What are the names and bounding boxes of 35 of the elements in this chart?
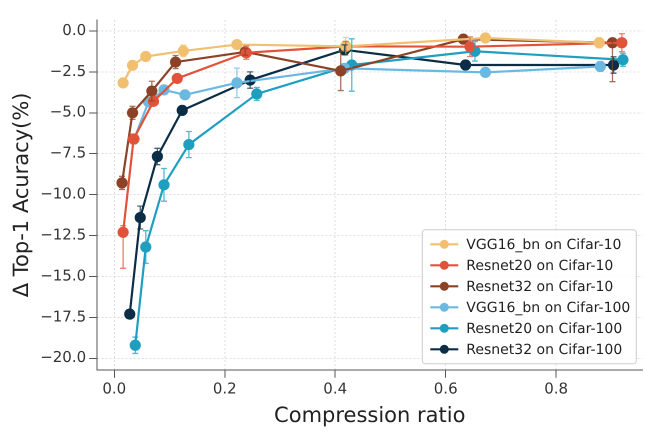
legend-label: VGG16_bn on Cifar-10 xyxy=(466,236,622,253)
point xyxy=(124,308,136,320)
x-tick-label: 0.4 xyxy=(323,380,348,398)
x-axis-title: Compression ratio xyxy=(274,402,466,427)
y-tick-label: −20.0 xyxy=(40,348,86,366)
x-tick-label: 0.6 xyxy=(434,380,458,398)
legend-label: Resnet20 on Cifar-10 xyxy=(466,258,614,274)
y-tick-label: −15.0 xyxy=(40,266,86,284)
point xyxy=(176,104,188,116)
point xyxy=(231,38,242,50)
y-tick-label: −2.5 xyxy=(50,62,86,80)
y-tick-label: −12.5 xyxy=(40,225,86,244)
x-tick-label: 0.2 xyxy=(212,380,237,398)
legend-label: Resnet20 on Cifar-100 xyxy=(466,320,622,337)
point xyxy=(460,59,472,71)
y-axis-title: Δ Top-1 Acuracy(%) xyxy=(9,92,34,298)
legend-label: Resnet32 on Cifar-10 xyxy=(466,278,614,295)
point xyxy=(118,77,129,88)
y-tick-label: −7.5 xyxy=(50,144,86,162)
x-tick-label: 0.8 xyxy=(544,380,568,398)
x-tick-label: 0.0 xyxy=(102,380,126,398)
point xyxy=(480,66,492,78)
point xyxy=(140,50,152,62)
point xyxy=(231,77,242,88)
point xyxy=(480,32,492,44)
legend-label: Resnet32 on Cifar-100 xyxy=(466,342,622,358)
y-tick-label: −10.0 xyxy=(40,184,86,203)
y-tick-label: −17.5 xyxy=(40,307,86,326)
y-tick-label: 0.0 xyxy=(62,20,86,39)
y-tick-label: −5.0 xyxy=(50,102,86,121)
point xyxy=(179,89,191,100)
point xyxy=(172,72,183,84)
legend-label: VGG16_bn on Cifar-100 xyxy=(466,300,630,316)
point xyxy=(126,60,138,71)
point xyxy=(158,179,170,190)
